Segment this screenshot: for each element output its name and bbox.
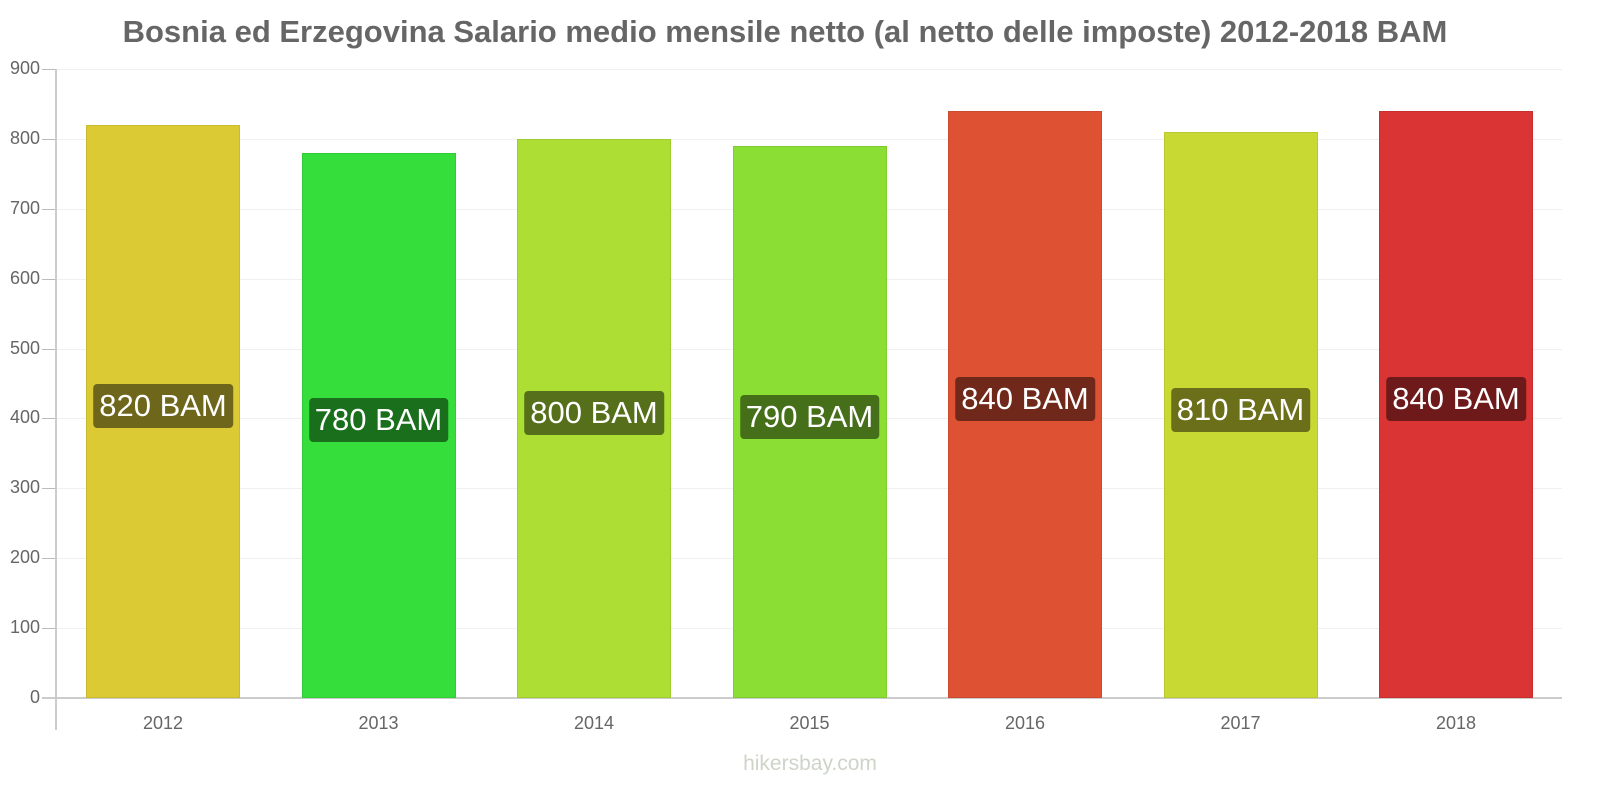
- y-tick-label: 500: [9, 337, 40, 358]
- y-tick-mark: [42, 558, 55, 560]
- y-tick-label: 100: [9, 617, 40, 638]
- x-tick-label: 2012: [142, 713, 184, 733]
- y-axis: [55, 69, 57, 730]
- bar-value-label: 840 BAM: [955, 377, 1095, 422]
- y-tick-mark: [42, 138, 55, 140]
- watermark: hikersbay.com: [743, 752, 877, 775]
- y-tick-label: 400: [9, 407, 40, 428]
- x-tick-label: 2018: [1435, 713, 1477, 733]
- bar-value-label: 800 BAM: [524, 391, 664, 436]
- y-tick-label: 900: [9, 58, 40, 78]
- y-tick-label: 700: [9, 197, 40, 218]
- bar-value-label: 780 BAM: [308, 398, 449, 443]
- y-tick-label: 600: [9, 267, 40, 288]
- y-tick-mark: [42, 628, 55, 630]
- x-tick-label: 2014: [573, 713, 615, 733]
- bar-value-label: 810 BAM: [1170, 387, 1311, 432]
- y-tick-mark: [42, 418, 55, 420]
- y-tick-mark: [42, 69, 55, 70]
- x-tick-label: 2015: [789, 713, 830, 733]
- gridline: [56, 138, 1562, 140]
- y-tick-label: 300: [9, 477, 40, 498]
- y-tick-label: 800: [9, 127, 40, 148]
- x-axis: [42, 697, 1562, 699]
- x-tick-label: 2016: [1004, 713, 1046, 733]
- x-tick-label: 2017: [1220, 713, 1261, 733]
- y-tick-label: 0: [29, 687, 40, 707]
- gridline: [56, 69, 1562, 70]
- y-tick-mark: [42, 208, 55, 210]
- bar-value-label: 840 BAM: [1386, 377, 1526, 422]
- y-tick-mark: [42, 278, 55, 280]
- y-tick-label: 200: [9, 547, 40, 568]
- x-tick-label: 2013: [358, 713, 399, 733]
- y-tick-mark: [42, 488, 55, 490]
- chart-title: Bosnia ed Erzegovina Salario medio mensi…: [122, 14, 1448, 49]
- bar-value-label: 820 BAM: [93, 384, 233, 429]
- y-tick-mark: [42, 348, 55, 350]
- bar-value-label: 790 BAM: [739, 394, 880, 439]
